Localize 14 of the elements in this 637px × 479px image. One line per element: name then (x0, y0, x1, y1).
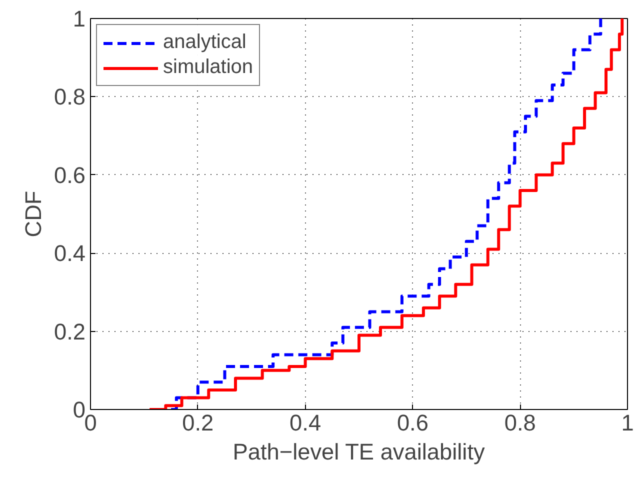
x-tick-label: 1 (621, 410, 634, 436)
y-tick-label: 0.2 (54, 318, 86, 344)
x-tick-label: 0.6 (396, 410, 428, 436)
x-tick-label: 0.4 (290, 410, 322, 436)
legend-label: simulation (163, 56, 254, 79)
y-tick-label: 0.6 (54, 162, 86, 188)
x-axis-title: Path−level TE availability (232, 438, 486, 464)
legend-label: analytical (163, 31, 246, 54)
y-tick-label: 0.8 (54, 84, 86, 110)
x-tick-label: 0.8 (504, 410, 536, 436)
y-axis-title: CDF (20, 190, 46, 238)
x-tick-label: 0.2 (182, 410, 214, 436)
y-tick-label: 0.4 (54, 240, 86, 266)
y-tick-label: 1 (72, 6, 86, 32)
